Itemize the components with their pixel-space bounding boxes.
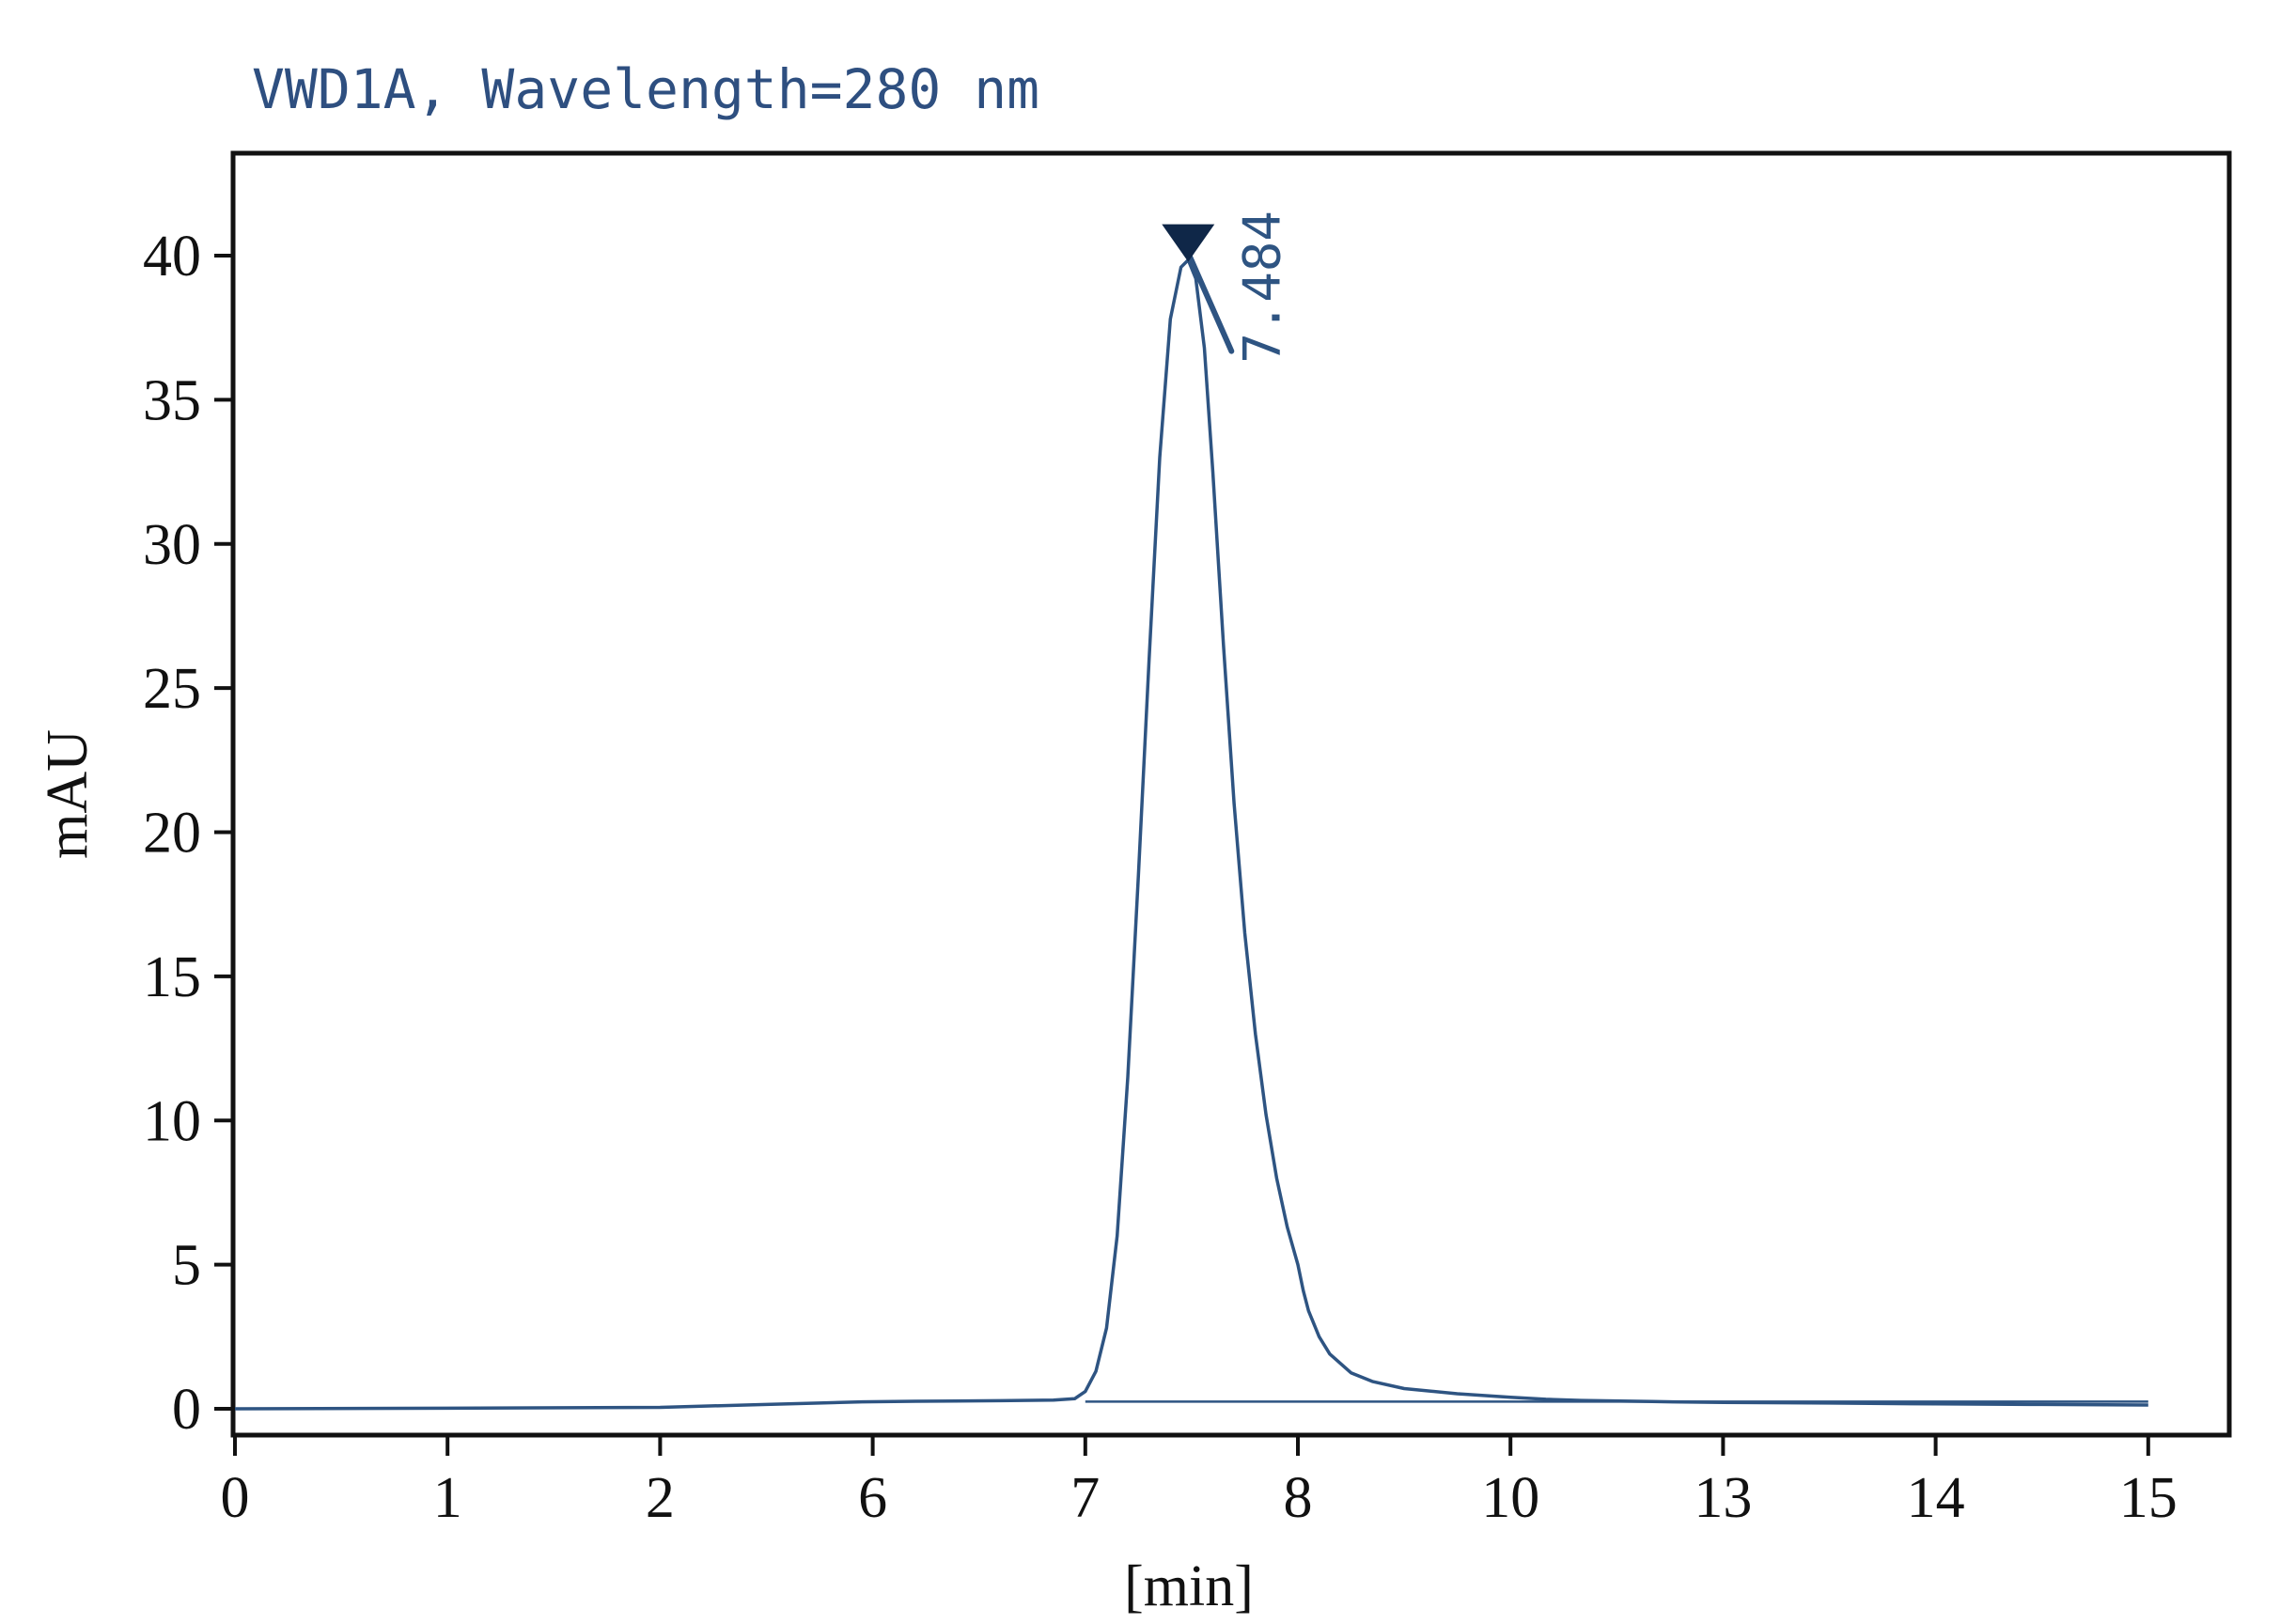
plot-frame — [230, 150, 2232, 1438]
y-tick-label: 5 — [172, 1234, 201, 1298]
y-tick-label: 0 — [172, 1378, 201, 1442]
x-tick-label: 8 — [1284, 1466, 1313, 1530]
peak-leader-line — [1183, 245, 1235, 354]
y-axis: 0 5 10 15 20 25 30 35 40 — [143, 225, 233, 1442]
x-tick-label: 2 — [646, 1466, 675, 1530]
peak-marker-triangle — [1162, 224, 1215, 262]
x-axis: 0 1 2 6 7 8 10 13 14 15 — [221, 1435, 2178, 1530]
x-tick-label: 6 — [858, 1466, 887, 1530]
peak-annotation: 7.484 — [1162, 211, 1291, 364]
x-tick-label: 14 — [1907, 1466, 1965, 1530]
x-tick-label: 13 — [1694, 1466, 1752, 1530]
y-tick-label: 35 — [143, 368, 201, 432]
x-tick-label: 15 — [2119, 1466, 2178, 1530]
x-axis-label: [min] — [1124, 1554, 1254, 1618]
y-tick-label: 30 — [143, 513, 201, 577]
x-tick-label: 10 — [1481, 1466, 1539, 1530]
y-tick-label: 10 — [143, 1089, 201, 1153]
y-axis-label: mAU — [36, 729, 100, 859]
y-tick-label: 40 — [143, 225, 201, 289]
y-tick-label: 25 — [143, 657, 201, 721]
y-tick-label: 15 — [143, 945, 201, 1009]
x-tick-label: 1 — [433, 1466, 462, 1530]
x-tick-label: 7 — [1070, 1466, 1100, 1530]
peak-retention-label: 7.484 — [1232, 211, 1291, 364]
chart-title: VWD1A, Wavelength=280 nm — [252, 57, 1039, 121]
x-tick-label: 0 — [221, 1466, 250, 1530]
chromatogram-trace — [234, 258, 2148, 1411]
y-tick-label: 20 — [143, 802, 201, 866]
